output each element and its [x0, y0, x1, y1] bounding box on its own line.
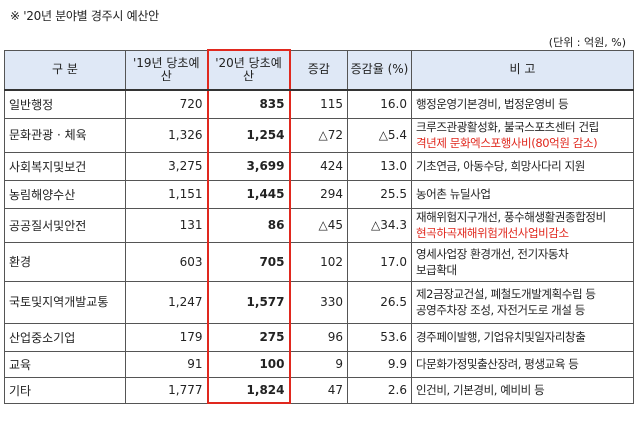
cell-budget-2020: 835: [206, 89, 291, 119]
cell-change: 294: [289, 179, 348, 209]
cell-rate: △5.4: [347, 117, 412, 153]
page-title: ※ '20년 분야별 경주시 예산안: [10, 9, 159, 23]
cell-note: 경주페이발행, 기업유치및일자리창출: [411, 322, 634, 352]
header-budget-2020: '20년 당초예산: [206, 49, 291, 91]
table-row: 국토및지역개발교통 1,247 1,577 330 26.5 제2금장교건설, 폐철도개발…: [4, 280, 634, 324]
note-text: 경주페이발행, 기업유치및일자리창출: [416, 330, 586, 344]
cell-change: 9: [289, 350, 348, 378]
cell-rate: 16.0: [347, 89, 412, 119]
cell-change: 47: [289, 376, 348, 404]
table-row: 문화관광 · 체육 1,326 1,254 △72 △5.4 크루즈관광활성화, 불국스포…: [4, 117, 634, 153]
table-row: 기타 1,777 1,824 47 2.6 인건비, 기본경비, 예비비 등: [4, 376, 634, 404]
cell-budget-2019: 1,247: [125, 280, 208, 324]
cell-budget-2020: 275: [206, 322, 291, 352]
cell-change: 330: [289, 280, 348, 324]
cell-budget-2019: 131: [125, 207, 208, 243]
cell-note: 영세사업장 환경개선, 전기자동차 보급확대: [411, 241, 634, 282]
cell-change: 96: [289, 322, 348, 352]
note-text: 기초연금, 아동수당, 희망사다리 지원: [416, 159, 585, 173]
header-change: 증감: [289, 49, 348, 91]
cell-change: 424: [289, 151, 348, 181]
table-row: 산업중소기업 179 275 96 53.6 경주페이발행, 기업유치및일자리창출: [4, 322, 634, 352]
cell-category: 환경: [4, 241, 126, 282]
note-text: 제2금장교건설, 폐철도개발계획수립 등: [416, 287, 596, 301]
cell-note: 다문화가정및출산장려, 평생교육 등: [411, 350, 634, 378]
cell-budget-2020: 86: [206, 207, 291, 243]
cell-budget-2019: 91: [125, 350, 208, 378]
cell-category: 국토및지역개발교통: [4, 280, 126, 324]
cell-note: 농어촌 뉴딜사업: [411, 179, 634, 209]
cell-rate: △34.3: [347, 207, 412, 243]
cell-category: 교육: [4, 350, 126, 378]
header-budget-2019: '19년 당초예산: [125, 49, 208, 91]
cell-category: 농림해양수산: [4, 179, 126, 209]
cell-budget-2020: 705: [206, 241, 291, 282]
note-highlight-text: 격년제 문화엑스포행사비(80억원 감소): [416, 136, 598, 150]
table-row: 공공질서및안전 131 86 △45 △34.3 재해위험지구개선, 풍수해생활권종합정비…: [4, 207, 634, 243]
cell-rate: 53.6: [347, 322, 412, 352]
cell-note: 인건비, 기본경비, 예비비 등: [411, 376, 634, 404]
note-text: 보급확대: [416, 262, 457, 277]
cell-budget-2019: 720: [125, 89, 208, 119]
cell-change: 102: [289, 241, 348, 282]
cell-category: 공공질서및안전: [4, 207, 126, 243]
table-row: 환경 603 705 102 17.0 영세사업장 환경개선, 전기자동차 보급확대: [4, 241, 634, 282]
cell-change: △72: [289, 117, 348, 153]
cell-budget-2020: 3,699: [206, 151, 291, 181]
header-note: 비 고: [411, 49, 634, 91]
cell-budget-2020: 1,824: [206, 376, 291, 404]
cell-category: 기타: [4, 376, 126, 404]
budget-table: 구 분 '19년 당초예산 '20년 당초예산 증감 증감율 (%) 비 고 일…: [4, 49, 634, 404]
note-text: 공영주차장 조성, 자전거도로 개설 등: [416, 303, 585, 317]
cell-budget-2020: 1,577: [206, 280, 291, 324]
header-category: 구 분: [4, 49, 126, 91]
cell-rate: 13.0: [347, 151, 412, 181]
table-header-row: 구 분 '19년 당초예산 '20년 당초예산 증감 증감율 (%) 비 고: [4, 49, 634, 91]
cell-change: △45: [289, 207, 348, 243]
note-highlight-text: 현곡하곡재해위험개선사업비감소: [416, 226, 569, 240]
cell-note: 행정운영기본경비, 법정운영비 등: [411, 89, 634, 119]
note-text: 인건비, 기본경비, 예비비 등: [416, 383, 545, 397]
cell-category: 사회복지및보건: [4, 151, 126, 181]
cell-change: 115: [289, 89, 348, 119]
cell-rate: 2.6: [347, 376, 412, 404]
header-rate: 증감율 (%): [347, 49, 412, 91]
cell-budget-2019: 603: [125, 241, 208, 282]
cell-budget-2019: 3,275: [125, 151, 208, 181]
table-row: 교육 91 100 9 9.9 다문화가정및출산장려, 평생교육 등: [4, 350, 634, 378]
cell-budget-2020: 1,445: [206, 179, 291, 209]
note-text: 행정운영기본경비, 법정운영비 등: [416, 97, 569, 112]
note-text: 다문화가정및출산장려, 평생교육 등: [416, 357, 579, 371]
table-row: 사회복지및보건 3,275 3,699 424 13.0 기초연금, 아동수당, 희망사다…: [4, 151, 634, 181]
cell-category: 일반행정: [4, 89, 126, 119]
cell-budget-2019: 1,777: [125, 376, 208, 404]
cell-budget-2019: 1,326: [125, 117, 208, 153]
note-text: 농어촌 뉴딜사업: [416, 187, 491, 201]
cell-category: 산업중소기업: [4, 322, 126, 352]
note-text: 재해위험지구개선, 풍수해생활권종합정비: [416, 210, 606, 224]
cell-note: 기초연금, 아동수당, 희망사다리 지원: [411, 151, 634, 181]
cell-budget-2020: 100: [206, 350, 291, 378]
cell-rate: 9.9: [347, 350, 412, 378]
cell-category: 문화관광 · 체육: [4, 117, 126, 153]
cell-rate: 25.5: [347, 179, 412, 209]
cell-budget-2019: 179: [125, 322, 208, 352]
table-row: 농림해양수산 1,151 1,445 294 25.5 농어촌 뉴딜사업: [4, 179, 634, 209]
cell-budget-2020: 1,254: [206, 117, 291, 153]
note-text: 영세사업장 환경개선, 전기자동차: [416, 246, 569, 261]
table-row: 일반행정 720 835 115 16.0 행정운영기본경비, 법정운영비 등: [4, 89, 634, 119]
cell-rate: 17.0: [347, 241, 412, 282]
cell-rate: 26.5: [347, 280, 412, 324]
unit-label: (단위 : 억원, %): [548, 36, 626, 49]
cell-budget-2019: 1,151: [125, 179, 208, 209]
note-text: 크루즈관광활성화, 불국스포츠센터 건립: [416, 120, 599, 134]
